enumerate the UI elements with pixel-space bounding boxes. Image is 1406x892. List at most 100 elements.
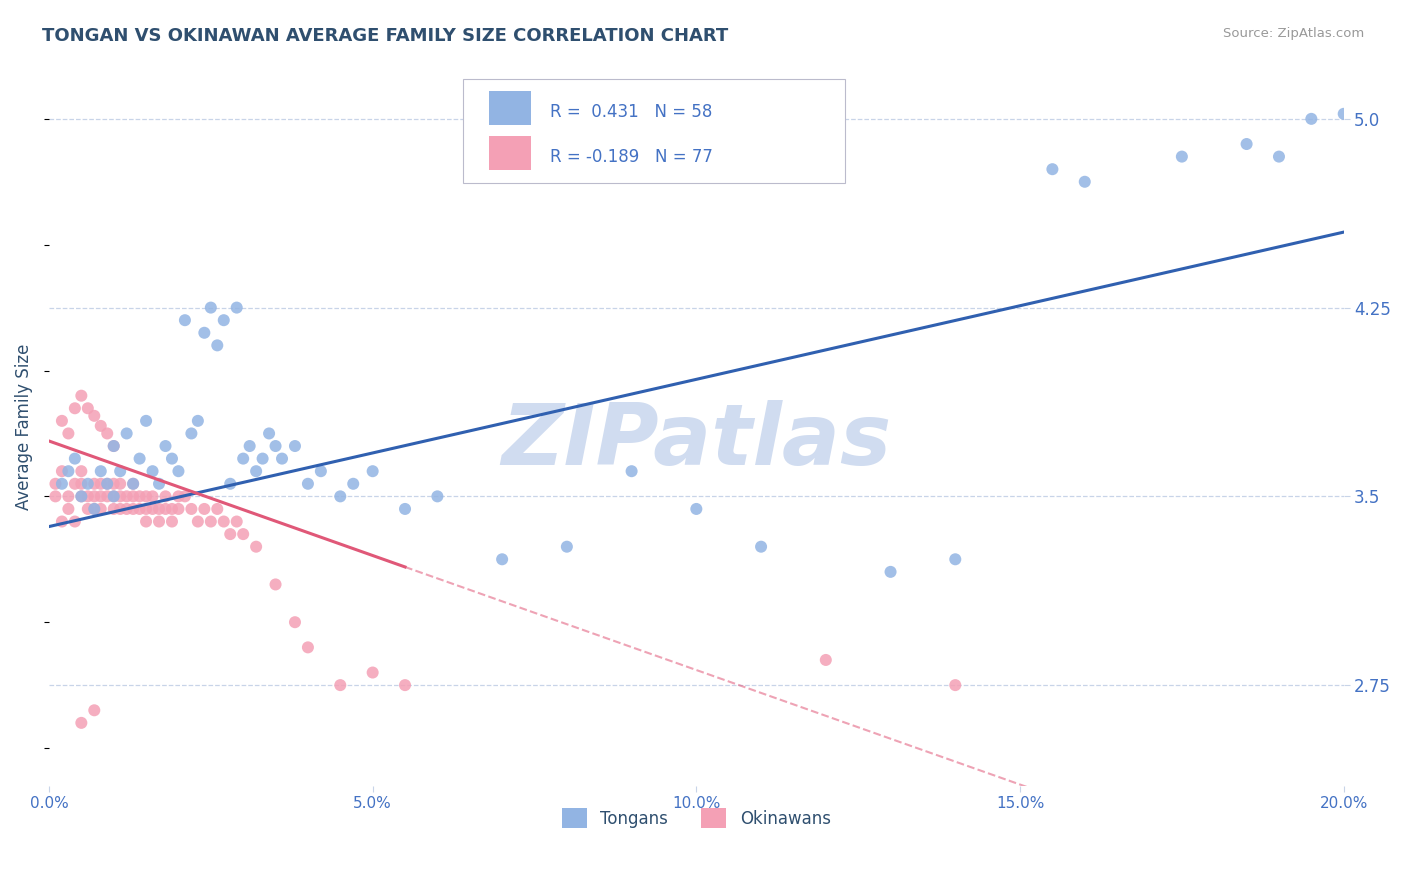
Point — [219, 476, 242, 491]
Point — [96, 476, 118, 491]
Point — [1042, 162, 1064, 177]
Point — [297, 476, 319, 491]
Point — [491, 552, 513, 566]
Point — [70, 389, 93, 403]
Point — [879, 565, 901, 579]
Point — [83, 703, 105, 717]
Point — [90, 464, 112, 478]
Point — [555, 540, 578, 554]
Point — [394, 502, 416, 516]
Point — [76, 502, 98, 516]
Point — [245, 464, 267, 478]
Point — [361, 464, 384, 478]
Point — [76, 476, 98, 491]
Point — [58, 464, 80, 478]
Point — [122, 489, 145, 503]
Point — [193, 326, 215, 340]
Point — [108, 476, 131, 491]
Point — [232, 527, 254, 541]
Point — [193, 502, 215, 516]
Point — [83, 502, 105, 516]
Point — [155, 489, 177, 503]
Point — [297, 640, 319, 655]
Point — [103, 476, 125, 491]
Point — [70, 489, 93, 503]
Point — [51, 515, 73, 529]
Point — [943, 678, 966, 692]
Point — [122, 476, 145, 491]
Point — [620, 464, 643, 478]
Point — [1301, 112, 1323, 126]
Point — [103, 489, 125, 503]
Point — [1268, 150, 1291, 164]
Point — [58, 489, 80, 503]
Point — [63, 515, 86, 529]
Point — [51, 464, 73, 478]
Point — [103, 489, 125, 503]
Point — [225, 515, 247, 529]
Point — [264, 439, 287, 453]
Point — [58, 502, 80, 516]
Text: ZIPatlas: ZIPatlas — [501, 400, 891, 483]
Point — [83, 409, 105, 423]
Point — [232, 451, 254, 466]
Point — [103, 439, 125, 453]
Point — [180, 502, 202, 516]
Point — [1236, 136, 1258, 151]
Point — [63, 451, 86, 466]
Point — [76, 401, 98, 416]
Point — [83, 476, 105, 491]
Point — [96, 426, 118, 441]
Point — [115, 426, 138, 441]
Point — [142, 464, 165, 478]
Point — [329, 678, 352, 692]
Point — [200, 515, 222, 529]
Point — [108, 502, 131, 516]
Point — [252, 451, 274, 466]
Point — [90, 489, 112, 503]
Point — [174, 313, 197, 327]
Y-axis label: Average Family Size: Average Family Size — [15, 344, 32, 510]
Point — [135, 515, 157, 529]
Point — [70, 464, 93, 478]
Point — [271, 451, 294, 466]
Point — [135, 489, 157, 503]
Point — [51, 414, 73, 428]
Point — [108, 464, 131, 478]
Point — [394, 678, 416, 692]
Point — [174, 489, 197, 503]
Point — [207, 502, 229, 516]
Point — [264, 577, 287, 591]
Point — [115, 489, 138, 503]
Point — [180, 426, 202, 441]
Point — [58, 426, 80, 441]
Point — [1171, 150, 1194, 164]
Point — [128, 451, 150, 466]
Point — [212, 515, 235, 529]
Bar — [489, 136, 530, 170]
Point — [329, 489, 352, 503]
Point — [155, 439, 177, 453]
Point — [160, 502, 183, 516]
Point — [160, 515, 183, 529]
Point — [284, 439, 307, 453]
Point — [1333, 107, 1355, 121]
Point — [70, 715, 93, 730]
Point — [51, 476, 73, 491]
Point — [361, 665, 384, 680]
Point — [814, 653, 837, 667]
Point — [148, 502, 170, 516]
Point — [70, 489, 93, 503]
Point — [200, 301, 222, 315]
Point — [135, 502, 157, 516]
Point — [225, 301, 247, 315]
Point — [142, 489, 165, 503]
Point — [160, 451, 183, 466]
Point — [83, 489, 105, 503]
Point — [76, 489, 98, 503]
Point — [90, 502, 112, 516]
Point — [257, 426, 280, 441]
Point — [212, 313, 235, 327]
Point — [96, 489, 118, 503]
Point — [96, 476, 118, 491]
